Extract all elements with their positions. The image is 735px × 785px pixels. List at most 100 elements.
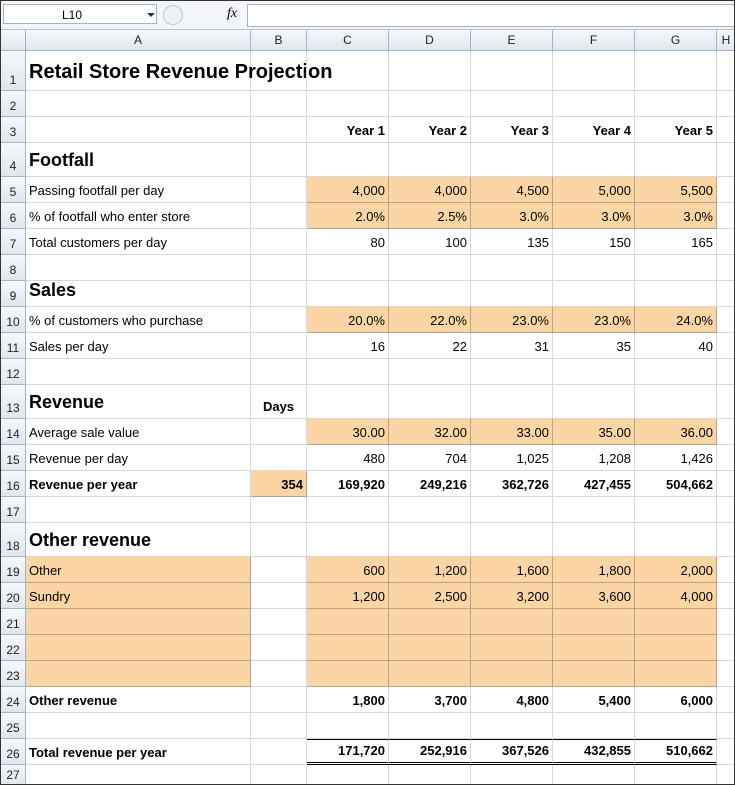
cell[interactable]	[26, 359, 251, 385]
cell-text[interactable]: 22	[389, 333, 471, 359]
cell[interactable]	[717, 143, 734, 177]
cell-text[interactable]: 3.0%	[471, 203, 553, 229]
column-header[interactable]: C	[307, 30, 389, 51]
cell[interactable]	[717, 445, 734, 471]
cell[interactable]	[307, 255, 389, 281]
cell-text[interactable]: 100	[389, 229, 471, 255]
cell[interactable]	[471, 255, 553, 281]
cell-text[interactable]: 5,400	[553, 687, 635, 713]
cell[interactable]	[717, 229, 734, 255]
cell-text[interactable]: 1,200	[389, 557, 471, 583]
cell-text[interactable]: 4,800	[471, 687, 553, 713]
cell-text[interactable]: % of footfall who enter store	[26, 203, 251, 229]
cell[interactable]	[389, 713, 471, 739]
column-header[interactable]: E	[471, 30, 553, 51]
cell[interactable]	[251, 713, 307, 739]
select-all[interactable]	[1, 30, 26, 51]
row-header[interactable]: 12	[1, 359, 26, 385]
cell[interactable]	[717, 359, 734, 385]
cell-text[interactable]: 35.00	[553, 419, 635, 445]
cell-text[interactable]: Days	[251, 385, 307, 419]
cell[interactable]	[251, 91, 307, 117]
cell[interactable]	[635, 523, 717, 557]
cell[interactable]	[307, 713, 389, 739]
row-header[interactable]: 25	[1, 713, 26, 739]
cell[interactable]	[307, 661, 389, 687]
cell[interactable]	[553, 713, 635, 739]
cell[interactable]	[717, 419, 734, 445]
cell[interactable]	[251, 333, 307, 359]
cell-text[interactable]: Year 3	[471, 117, 553, 143]
cell-text[interactable]: 1,200	[307, 583, 389, 609]
cell-text[interactable]: 169,920	[307, 471, 389, 497]
cell[interactable]	[717, 51, 734, 91]
cell[interactable]	[471, 713, 553, 739]
cell[interactable]	[389, 255, 471, 281]
cell-text[interactable]: 480	[307, 445, 389, 471]
cell-text[interactable]: 1,600	[471, 557, 553, 583]
cell[interactable]	[389, 143, 471, 177]
cell[interactable]	[717, 117, 734, 143]
cell-text[interactable]: 33.00	[471, 419, 553, 445]
cell[interactable]	[389, 359, 471, 385]
row-header[interactable]: 26	[1, 739, 26, 765]
cell[interactable]	[717, 609, 734, 635]
cell-text[interactable]: Year 4	[553, 117, 635, 143]
row-header[interactable]: 6	[1, 203, 26, 229]
cell-text[interactable]: 3.0%	[553, 203, 635, 229]
cell[interactable]	[389, 385, 471, 419]
cell[interactable]	[471, 359, 553, 385]
cell[interactable]	[717, 471, 734, 497]
cell-text[interactable]: 5,000	[553, 177, 635, 203]
cell[interactable]	[717, 523, 734, 557]
cell-text[interactable]: 32.00	[389, 419, 471, 445]
cell[interactable]	[635, 281, 717, 307]
formula-bar-button[interactable]	[163, 5, 183, 25]
cell-text[interactable]: 23.0%	[471, 307, 553, 333]
cell[interactable]	[717, 307, 734, 333]
cell-text[interactable]: 4,500	[471, 177, 553, 203]
cell-text[interactable]: 1,800	[553, 557, 635, 583]
cell[interactable]	[553, 523, 635, 557]
cell-text[interactable]: Revenue per year	[26, 471, 251, 497]
cell-text[interactable]: 704	[389, 445, 471, 471]
cell-text[interactable]: 5,500	[635, 177, 717, 203]
cell[interactable]	[251, 739, 307, 765]
cell[interactable]	[553, 609, 635, 635]
cell-text[interactable]: Year 5	[635, 117, 717, 143]
cell[interactable]	[553, 385, 635, 419]
cell[interactable]	[471, 385, 553, 419]
cell[interactable]	[251, 497, 307, 523]
cell[interactable]	[251, 635, 307, 661]
cell[interactable]	[635, 91, 717, 117]
cell-text[interactable]: 40	[635, 333, 717, 359]
cell[interactable]	[717, 739, 734, 765]
cell[interactable]	[26, 91, 251, 117]
cell-text[interactable]: 2.5%	[389, 203, 471, 229]
cell[interactable]	[389, 635, 471, 661]
cell[interactable]	[251, 557, 307, 583]
cell[interactable]	[251, 583, 307, 609]
cell[interactable]	[717, 687, 734, 713]
cell-text[interactable]: Revenue	[26, 385, 251, 419]
cell-text[interactable]: 20.0%	[307, 307, 389, 333]
cell[interactable]	[553, 91, 635, 117]
cell[interactable]	[717, 497, 734, 523]
cell-text[interactable]: 427,455	[553, 471, 635, 497]
cell[interactable]	[251, 523, 307, 557]
row-header[interactable]: 17	[1, 497, 26, 523]
cell-text[interactable]: 362,726	[471, 471, 553, 497]
cell-text[interactable]: 510,662	[635, 739, 717, 765]
cell[interactable]	[635, 143, 717, 177]
cell-text[interactable]: 6,000	[635, 687, 717, 713]
cell-text[interactable]: Total customers per day	[26, 229, 251, 255]
cell[interactable]	[389, 51, 471, 91]
cell-text[interactable]: 30.00	[307, 419, 389, 445]
cell-text[interactable]: Revenue per day	[26, 445, 251, 471]
cell-text[interactable]: 171,720	[307, 739, 389, 765]
cell[interactable]	[26, 609, 251, 635]
cell[interactable]	[26, 117, 251, 143]
cell-text[interactable]: 16	[307, 333, 389, 359]
cell[interactable]	[389, 281, 471, 307]
cell-text[interactable]: 1,800	[307, 687, 389, 713]
